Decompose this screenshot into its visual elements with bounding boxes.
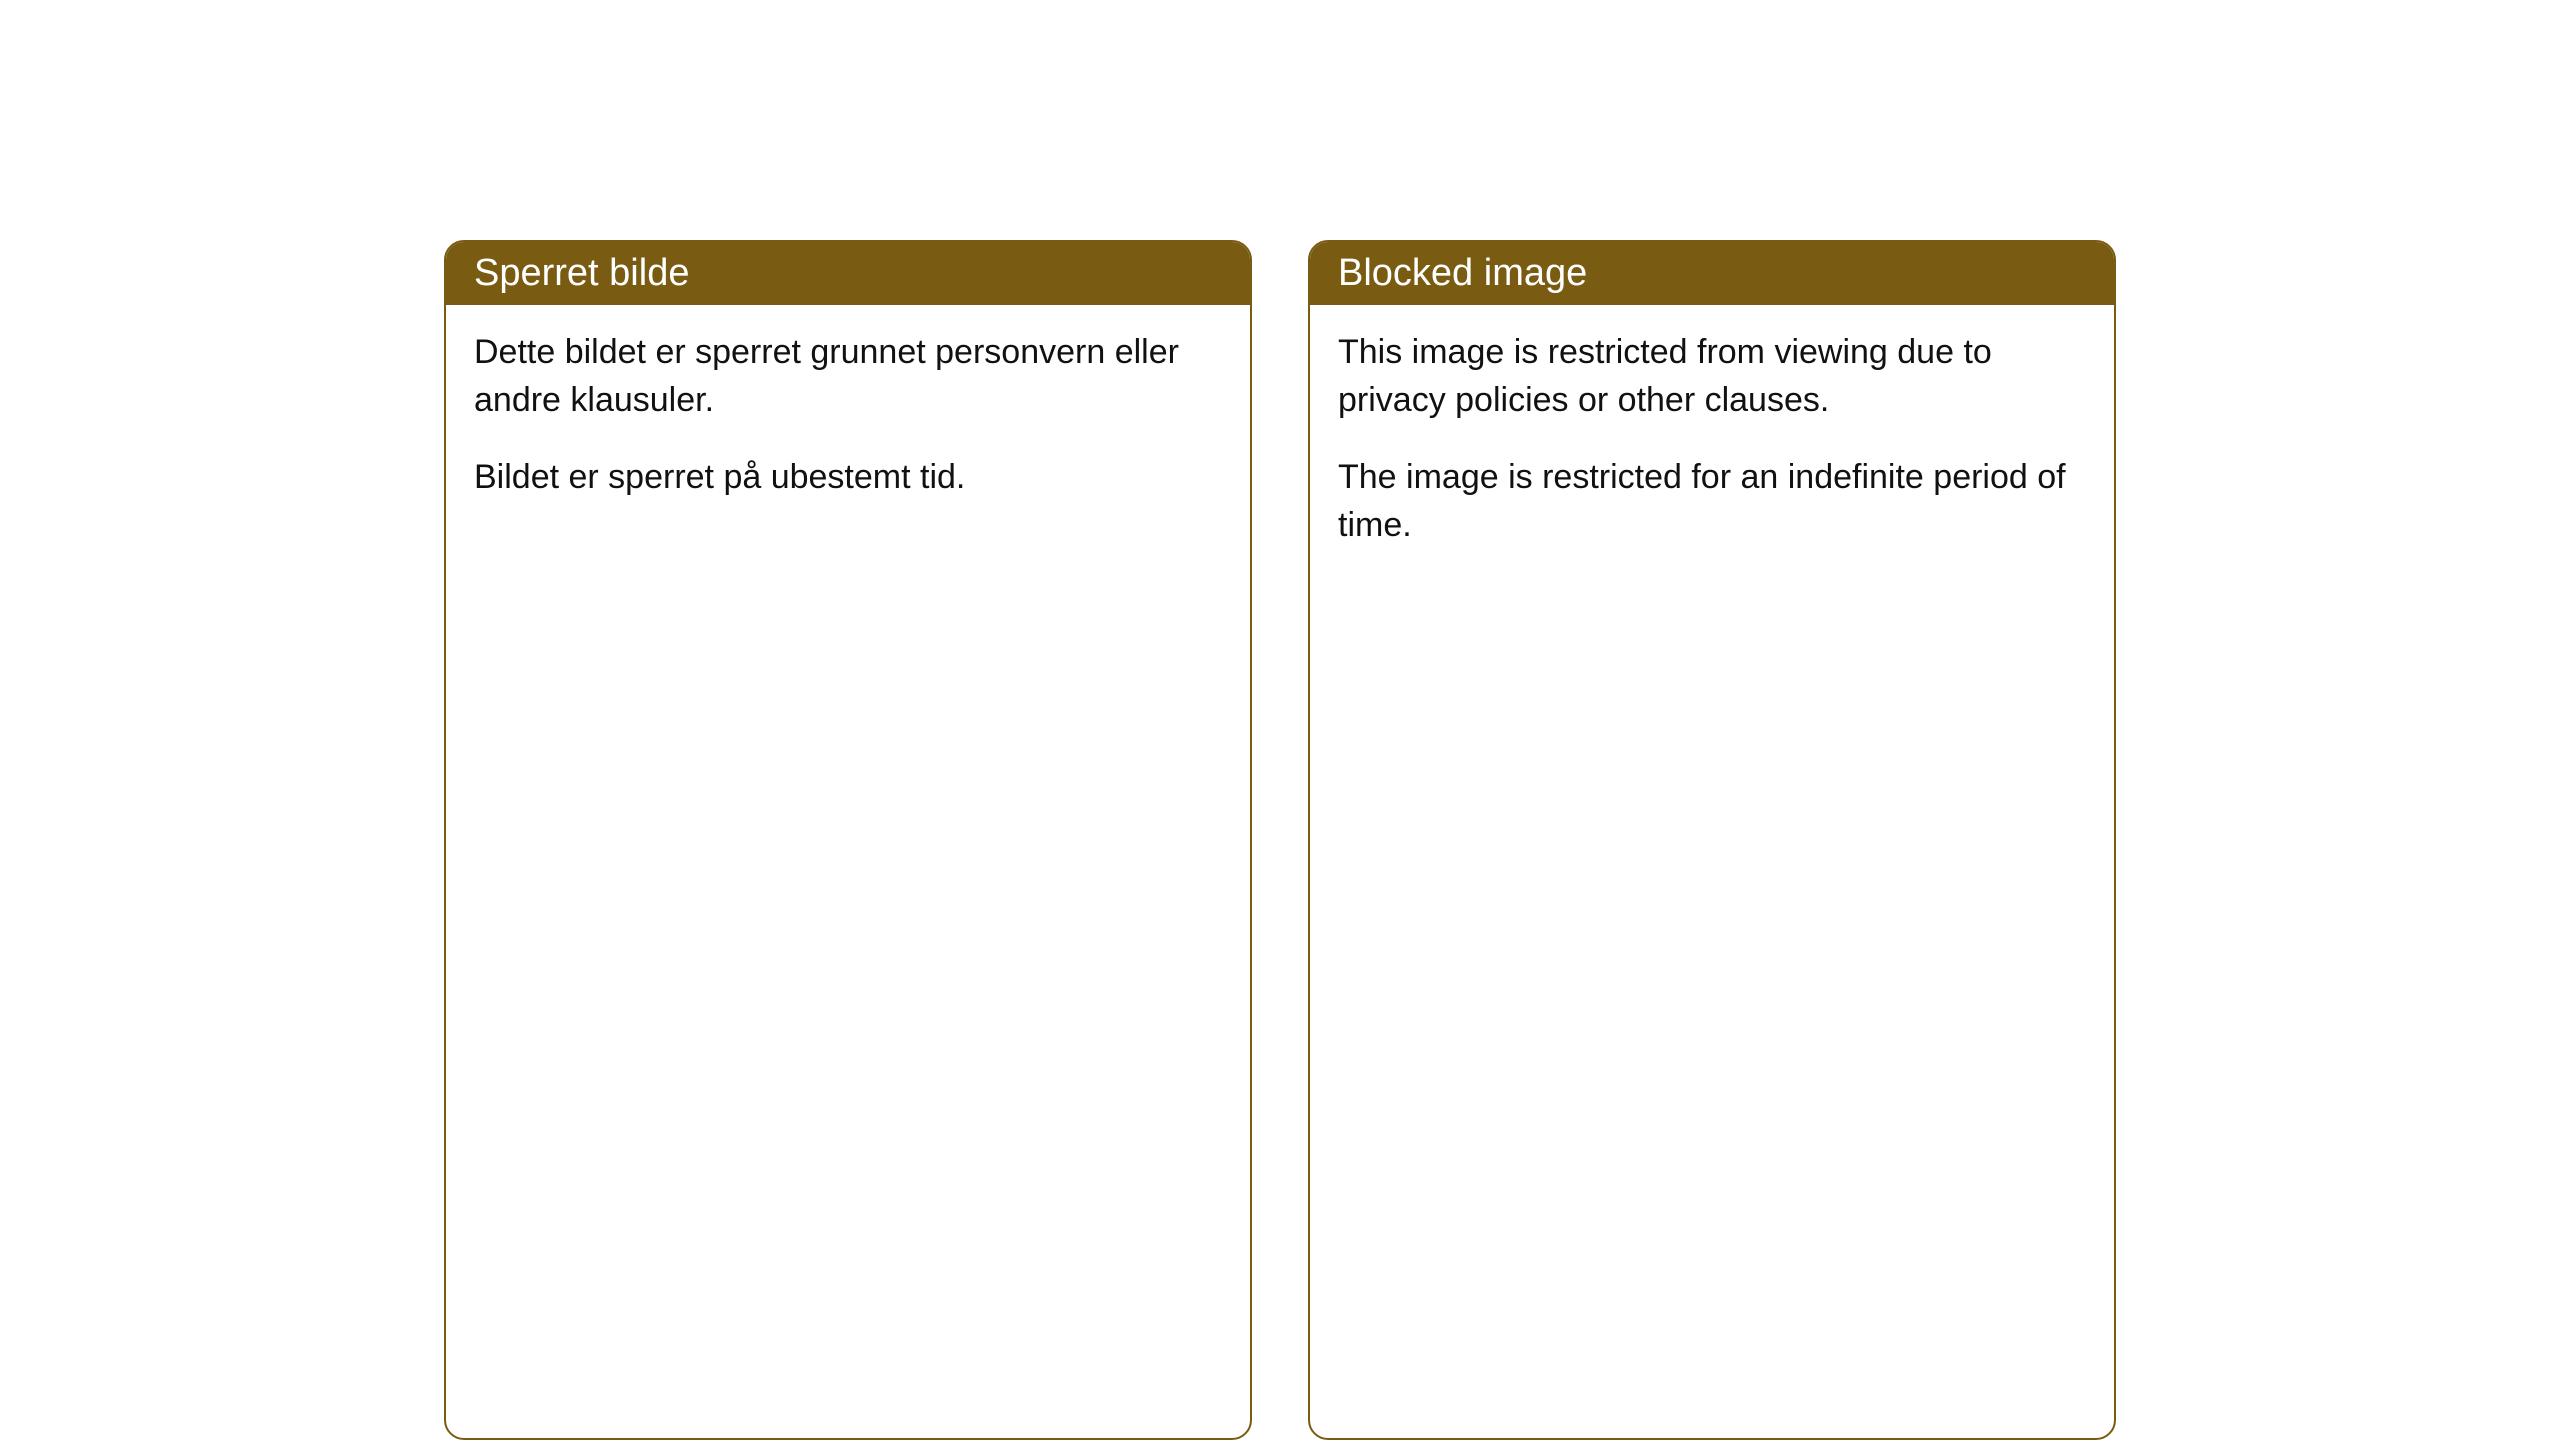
- card-header-en: Blocked image: [1310, 242, 2114, 305]
- card-title-no: Sperret bilde: [474, 252, 689, 294]
- blocked-image-card-en: Blocked image This image is restricted f…: [1308, 240, 2116, 1440]
- card-paragraph-en-2: The image is restricted for an indefinit…: [1338, 454, 2086, 549]
- card-header-no: Sperret bilde: [446, 242, 1250, 305]
- blocked-image-card-no: Sperret bilde Dette bildet er sperret gr…: [444, 240, 1252, 1440]
- card-title-en: Blocked image: [1338, 252, 1587, 294]
- cards-container: Sperret bilde Dette bildet er sperret gr…: [444, 240, 2116, 1440]
- card-paragraph-en-1: This image is restricted from viewing du…: [1338, 329, 2086, 424]
- card-paragraph-no-1: Dette bildet er sperret grunnet personve…: [474, 329, 1222, 424]
- card-body-no: Dette bildet er sperret grunnet personve…: [446, 305, 1250, 538]
- card-body-en: This image is restricted from viewing du…: [1310, 305, 2114, 585]
- card-paragraph-no-2: Bildet er sperret på ubestemt tid.: [474, 454, 1222, 502]
